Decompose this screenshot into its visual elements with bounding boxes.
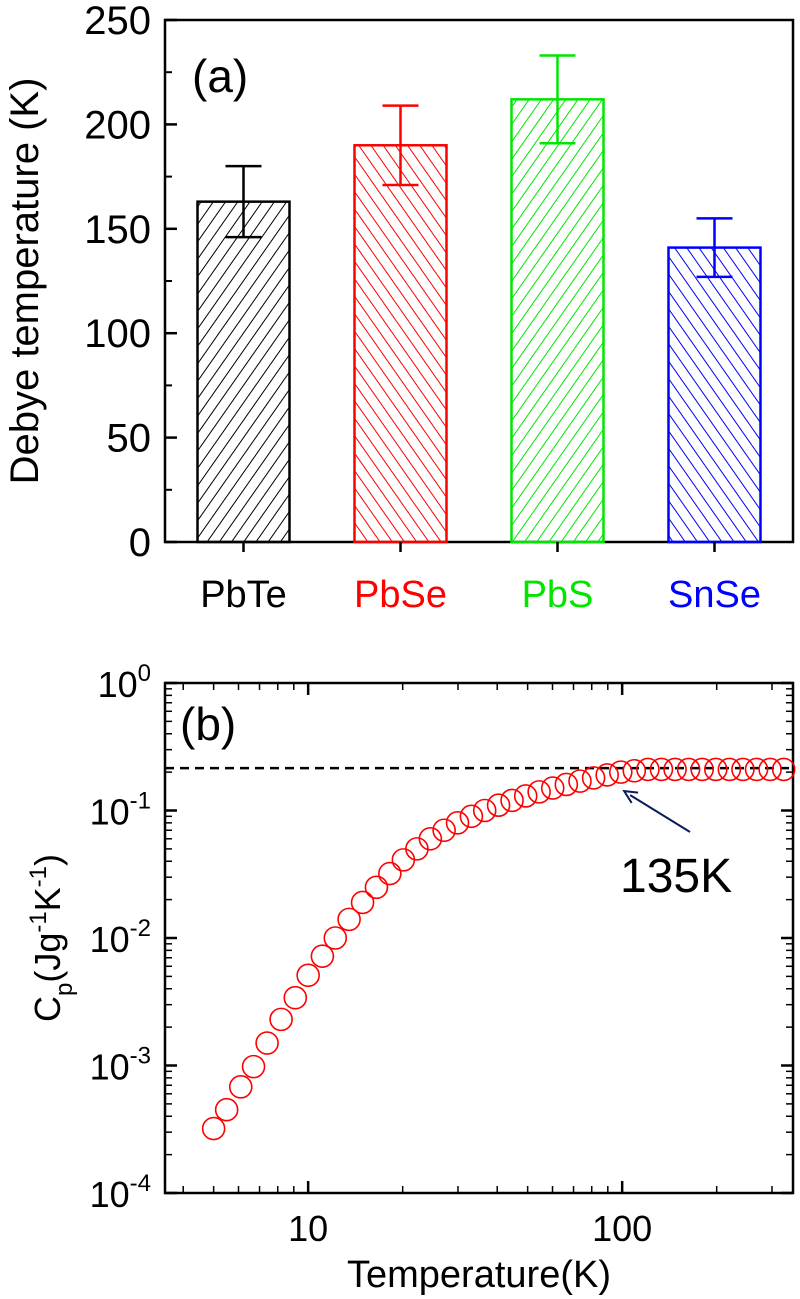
data-point <box>378 861 402 886</box>
annotation-arrow-line <box>629 794 691 833</box>
panel-b-label: (b) <box>180 698 236 750</box>
data-point <box>269 1007 293 1032</box>
data-point <box>391 848 416 872</box>
y-tick-label: 50 <box>107 417 152 461</box>
data-point <box>581 766 606 790</box>
data-point <box>731 757 755 782</box>
panel-a-bars <box>196 54 762 544</box>
data-point <box>472 798 497 823</box>
data-point <box>622 758 647 783</box>
data-point <box>540 776 565 800</box>
data-point <box>649 757 674 782</box>
panel-b-y-axis-title: Cp(Jg-1K-1) <box>25 854 78 1022</box>
panel-b-x-axis-title: Temperature(K) <box>347 1254 611 1296</box>
y-tick-label: 100 <box>84 312 151 356</box>
panel-a-y-axis: 0 50 100 150 200 250 <box>84 0 177 565</box>
y-tick-label: 150 <box>84 208 151 252</box>
data-point <box>608 760 633 784</box>
data-point <box>554 772 579 797</box>
data-point <box>310 944 335 968</box>
annotation-arrow-head <box>622 789 639 804</box>
panel-b-x-axis: 10 100 <box>182 683 773 1249</box>
data-point <box>418 826 443 851</box>
data-point <box>744 757 769 782</box>
bar-PbS <box>510 98 605 544</box>
bar-PbTe <box>196 200 291 544</box>
y-tick-label: 10-1 <box>90 788 151 833</box>
data-point <box>568 769 592 793</box>
bar-PbSe <box>353 144 448 544</box>
data-point <box>364 875 389 900</box>
panel-a-bar-chart: 0 50 100 150 200 250 PbTe PbSe PbS SnSe (a) Deby… <box>3 0 795 616</box>
data-point <box>255 1031 279 1055</box>
data-point <box>445 811 470 835</box>
panel-a-x-axis: PbTe PbSe PbS SnSe <box>200 542 761 616</box>
y-tick-label: 10-4 <box>90 1170 151 1215</box>
data-point <box>663 757 687 782</box>
data-point <box>771 757 796 782</box>
data-point <box>758 757 782 782</box>
x-tick-label-PbTe: PbTe <box>200 574 287 616</box>
data-point <box>527 780 551 804</box>
panel-b-scatter-chart: 10-4 10-3 10-2 10-1 100 10 100 135K (b) Tempe… <box>25 660 796 1296</box>
data-point <box>201 1116 226 1141</box>
panel-a-y-axis-title: Debye temperature (K) <box>3 78 47 485</box>
x-tick-label-SnSe: SnSe <box>668 574 761 616</box>
data-point <box>350 890 375 915</box>
data-point <box>500 788 524 813</box>
x-tick-label-PbSe: PbSe <box>354 574 447 616</box>
y-tick-label: 250 <box>84 0 151 43</box>
x-tick-label-PbS: PbS <box>522 574 594 616</box>
data-point <box>513 784 538 808</box>
data-point <box>296 963 320 988</box>
data-point <box>283 985 308 1010</box>
data-point <box>241 1054 266 1079</box>
data-point <box>690 757 714 782</box>
panel-b-y-axis: 10-4 10-3 10-2 10-1 100 <box>90 660 793 1215</box>
data-point <box>323 926 348 950</box>
x-tick-label: 100 <box>592 1208 652 1249</box>
bar-SnSe <box>667 246 762 544</box>
y-tick-label: 200 <box>84 103 151 147</box>
data-point <box>486 793 511 818</box>
y-tick-label: 10-2 <box>90 915 151 960</box>
data-point <box>676 757 701 782</box>
data-point <box>228 1075 253 1099</box>
y-tick-label: 100 <box>98 660 151 705</box>
y-tick-label: 10-3 <box>90 1043 151 1088</box>
panel-b-data-points <box>201 757 796 1141</box>
y-tick-label: 0 <box>129 521 151 565</box>
panel-a-label: (a) <box>192 50 248 102</box>
data-point <box>703 757 728 782</box>
data-point <box>595 763 619 787</box>
data-point <box>717 757 742 782</box>
data-point <box>636 757 660 782</box>
data-point <box>432 818 456 843</box>
panel-b-annotation: 135K <box>620 789 732 903</box>
data-point <box>459 804 484 829</box>
x-tick-label: 10 <box>288 1208 328 1249</box>
data-point <box>214 1097 239 1122</box>
data-point <box>337 907 361 932</box>
annotation-label: 135K <box>620 850 732 903</box>
